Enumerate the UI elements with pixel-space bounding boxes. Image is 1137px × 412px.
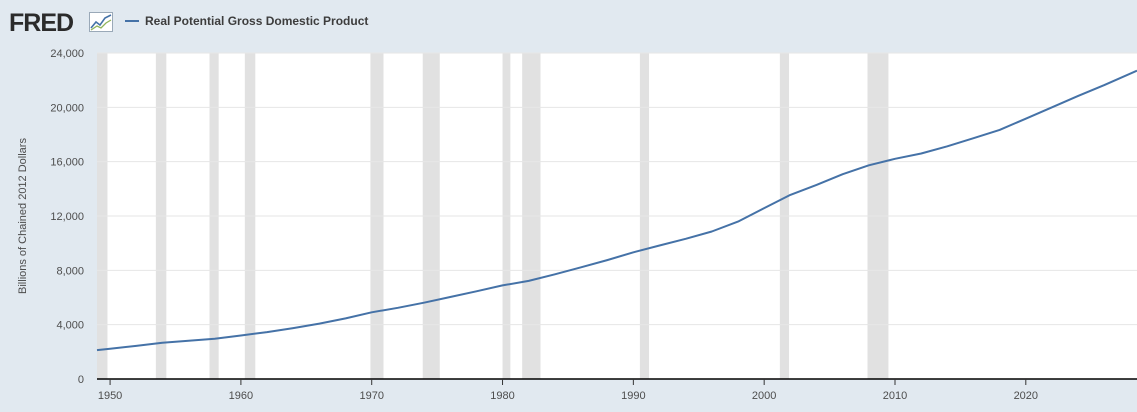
y-tick-label: 0 — [78, 374, 84, 386]
x-tick-label: 2010 — [883, 390, 907, 402]
legend-swatch — [125, 20, 139, 22]
legend-label: Real Potential Gross Domestic Product — [145, 14, 369, 28]
fred-logo[interactable]: FRED — [9, 9, 74, 37]
x-tick-label: 1980 — [490, 390, 514, 402]
x-tick-label: 1960 — [229, 390, 253, 402]
x-tick-label: 1990 — [621, 390, 645, 402]
y-tick-label: 8,000 — [56, 265, 84, 277]
y-axis-label: Billions of Chained 2012 Dollars — [17, 138, 29, 294]
y-tick-label: 20,000 — [50, 102, 84, 114]
y-tick-label: 24,000 — [50, 48, 84, 60]
y-tick-label: 16,000 — [50, 157, 84, 169]
line-chart-icon — [89, 12, 113, 32]
chart-header: FRED Real Potential Gross Domestic Produ… — [0, 0, 1137, 46]
series-line[interactable] — [96, 69, 1137, 352]
y-tick-label: 12,000 — [50, 211, 84, 223]
y-tick-label: 4,000 — [56, 320, 84, 332]
x-tick-label: 2020 — [1014, 390, 1038, 402]
x-tick-label: 2000 — [752, 390, 776, 402]
chart-legend[interactable]: Real Potential Gross Domestic Product — [125, 14, 368, 28]
x-tick-label: 1970 — [359, 390, 383, 402]
x-tick-label: 1950 — [98, 390, 122, 402]
